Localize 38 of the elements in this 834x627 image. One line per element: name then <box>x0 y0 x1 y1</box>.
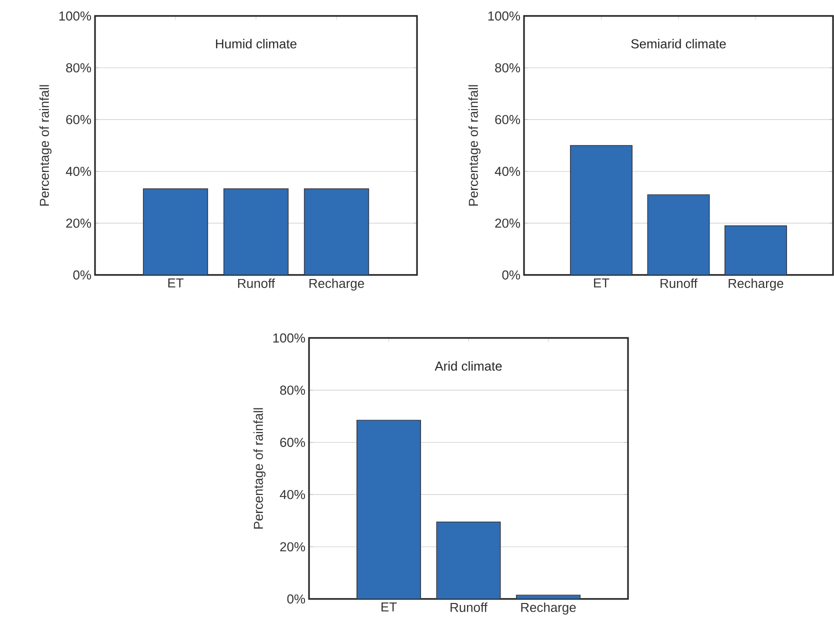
y-tick-label: 40% <box>66 166 92 176</box>
text: Arid climate <box>434 361 502 371</box>
x-tick-label: ET <box>382 602 397 612</box>
bar <box>570 145 632 275</box>
y-tick-label: 60% <box>66 114 92 124</box>
text: Semiarid climate <box>631 38 726 48</box>
x-tick-label: Recharge <box>309 278 364 291</box>
y-tick-label: 80% <box>280 386 306 395</box>
x-tick-label: Runoff <box>660 278 698 288</box>
x-tick-label: Runoff <box>238 278 275 288</box>
x-tick-label: ET <box>594 278 610 288</box>
y-tick-label: 100% <box>59 11 92 21</box>
bar <box>724 225 788 275</box>
y-tick-label: 100% <box>273 333 306 343</box>
text: Humid climate <box>216 38 296 48</box>
y-axis-title: Percentage of rainfall <box>468 85 481 206</box>
y-tick-label: 40% <box>494 166 520 176</box>
y-axis-title: Percentage of rainfall <box>253 408 266 529</box>
x-tick-label: Recharge <box>521 602 576 615</box>
y-tick-label: 20% <box>280 542 306 552</box>
y-tick-label: 0% <box>287 594 306 604</box>
y-tick-label: 0% <box>73 270 92 280</box>
y-tick-label: 40% <box>280 490 306 500</box>
y-tick-label: 0% <box>502 270 520 280</box>
y-tick-label: 60% <box>495 114 520 124</box>
y-tick-label: 60% <box>280 438 306 447</box>
bar <box>436 522 500 599</box>
y-axis-title: Percentage of rainfall <box>39 85 52 206</box>
y-tick-label: 80% <box>495 63 520 72</box>
x-tick-label: Runoff <box>450 602 488 612</box>
y-tick-label: 20% <box>495 218 520 228</box>
y-tick-label: 100% <box>488 11 520 21</box>
y-tick-label: 80% <box>66 63 92 72</box>
x-tick-label: Recharge <box>728 278 784 291</box>
bar <box>356 420 421 599</box>
x-tick-label: ET <box>168 278 184 288</box>
y-tick-label: 20% <box>66 218 92 228</box>
bar <box>648 194 710 275</box>
